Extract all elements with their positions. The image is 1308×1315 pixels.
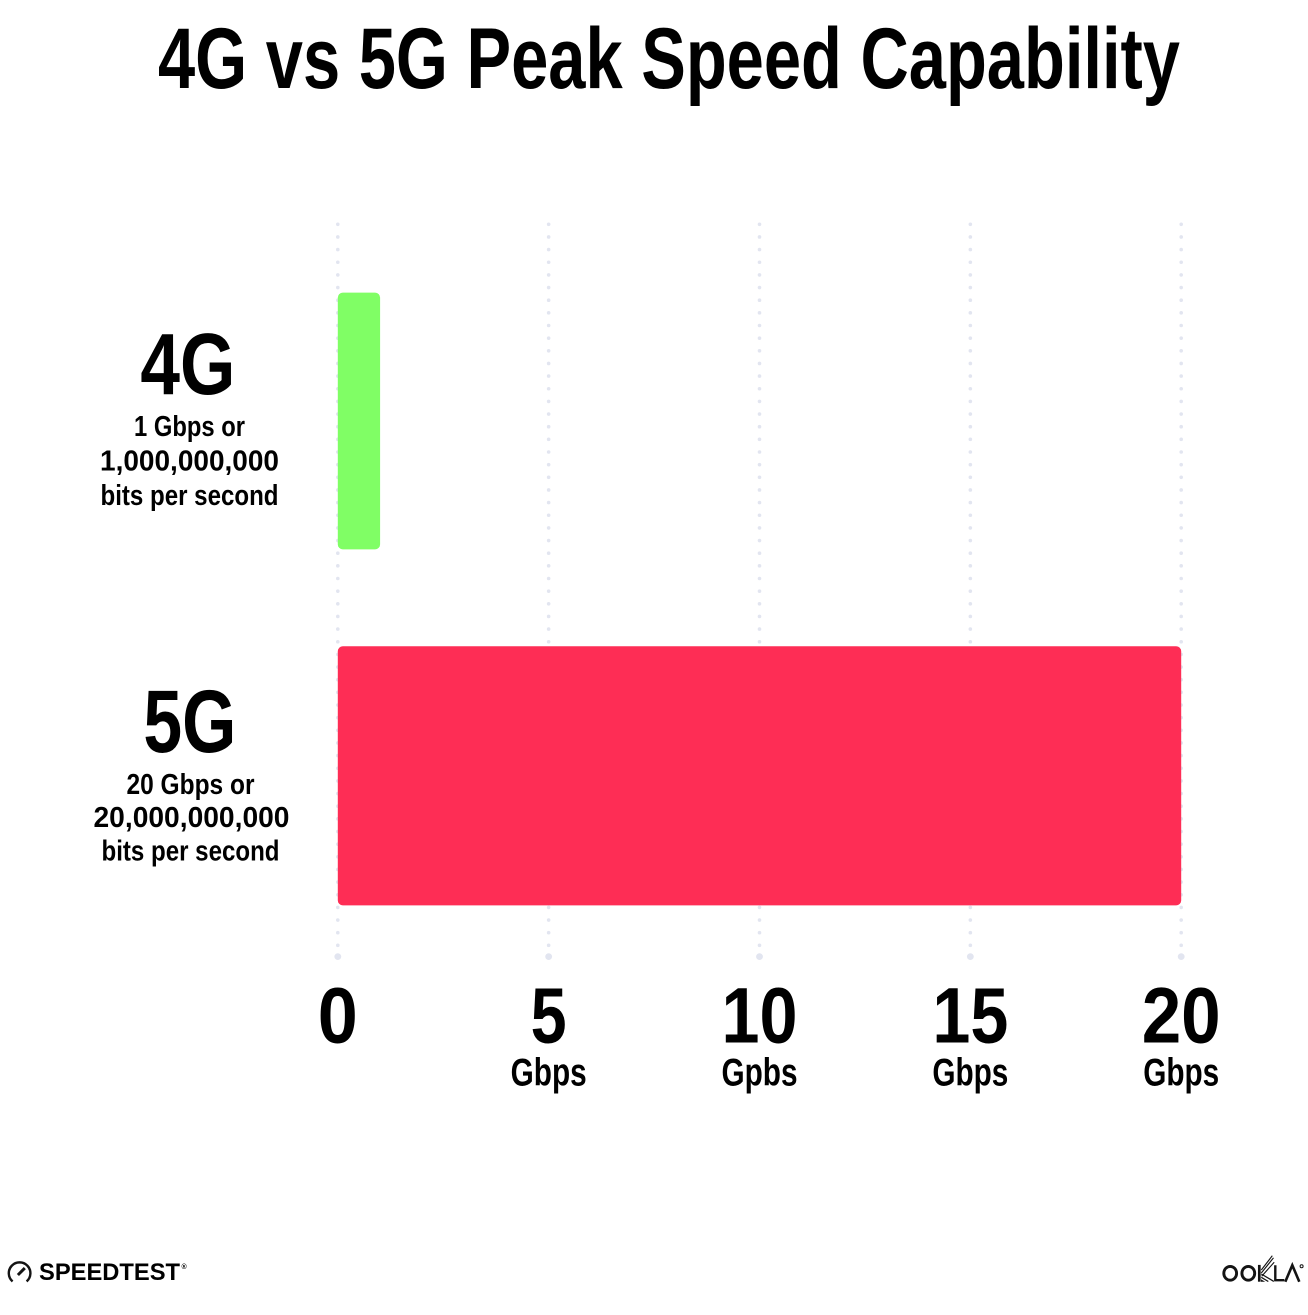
svg-text:bits per second: bits per second	[101, 480, 279, 512]
svg-text:15: 15	[932, 971, 1008, 1060]
svg-text:Gbps: Gbps	[1143, 1052, 1219, 1095]
svg-text:4G vs 5G Peak Speed Capability: 4G vs 5G Peak Speed Capability	[158, 11, 1180, 107]
svg-text:bits per second: bits per second	[102, 835, 280, 867]
svg-text:4G: 4G	[140, 316, 235, 413]
svg-text:20: 20	[1142, 971, 1221, 1060]
svg-text:Gbps: Gbps	[932, 1052, 1008, 1095]
svg-text:20 Gbps or: 20 Gbps or	[127, 769, 255, 801]
svg-text:SPEEDTEST: SPEEDTEST	[39, 1260, 181, 1286]
svg-text:5: 5	[531, 971, 567, 1060]
svg-text:10: 10	[722, 971, 798, 1060]
svg-text:1 Gbps or: 1 Gbps or	[134, 411, 245, 443]
svg-text:0: 0	[318, 971, 358, 1060]
svg-text:®: ®	[182, 1263, 188, 1271]
svg-text:Gpbs: Gpbs	[722, 1052, 798, 1095]
svg-text:1,000,000,000: 1,000,000,000	[100, 446, 279, 478]
svg-text:Gbps: Gbps	[511, 1052, 587, 1095]
svg-text:5G: 5G	[143, 671, 236, 771]
svg-text:20,000,000,000: 20,000,000,000	[94, 802, 290, 834]
